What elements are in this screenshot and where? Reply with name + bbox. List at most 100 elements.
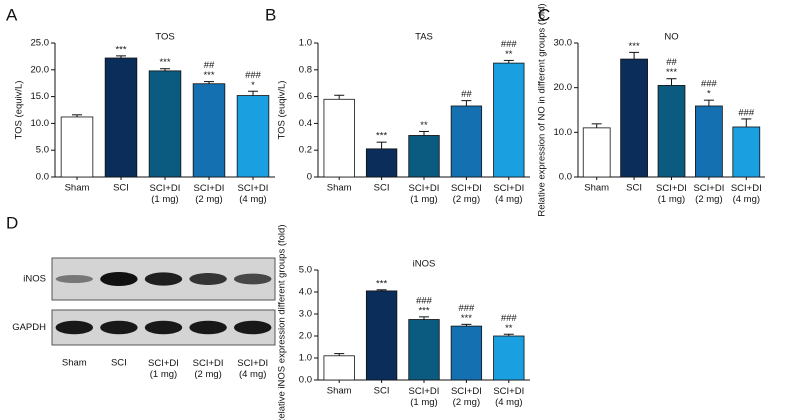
blot-band: [55, 275, 94, 283]
significance-label: **: [505, 49, 513, 60]
y-tick-label: 0.6: [299, 91, 312, 102]
y-tick-label: 3.0: [299, 309, 312, 320]
x-tick-label: SCI+DI (1 mg): [409, 183, 440, 205]
x-tick-label: SCI+DI (1 mg): [148, 358, 179, 380]
significance-label: ##: [461, 89, 472, 100]
x-tick-label: SCI+DI (2 mg): [451, 183, 482, 205]
y-tick-label: 25.0: [31, 38, 50, 49]
blot-row-label: GAPDH: [12, 322, 46, 333]
x-tick-label: SCI+DI (1 mg): [409, 386, 440, 408]
y-tick-label: 1.0: [299, 353, 312, 364]
y-tick-label: 10.0: [31, 118, 50, 129]
significance-label: ###: [458, 303, 475, 314]
x-tick-label: SCI+DI (4 mg): [493, 386, 524, 408]
bar: [236, 95, 270, 178]
significance-label: ***: [461, 313, 472, 324]
significance-label: ##: [204, 60, 215, 71]
x-tick-label: SCI+DI (4 mg): [238, 183, 269, 205]
bar: [657, 85, 686, 178]
bar: [450, 325, 483, 381]
y-tick-label: 5.0: [36, 145, 49, 156]
y-tick-label: 0: [307, 172, 312, 183]
x-tick-label: SCI+DI (1 mg): [656, 183, 687, 205]
significance-label: ##: [666, 57, 677, 68]
significance-label: ***: [203, 70, 214, 81]
bar: [365, 148, 398, 178]
blot-band: [189, 320, 227, 335]
significance-label: ###: [416, 295, 433, 306]
significance-label: ###: [501, 313, 518, 324]
x-tick-label: SCI: [626, 183, 642, 194]
bar: [695, 105, 723, 178]
y-tick-label: 0.0: [36, 172, 49, 183]
significance-label: ###: [501, 39, 518, 50]
bar: [60, 116, 94, 178]
x-tick-label: Sham: [62, 358, 87, 369]
significance-label: **: [420, 120, 428, 131]
y-tick-label: 1.0: [299, 38, 312, 49]
bar: [148, 70, 182, 178]
panel-letter: C: [538, 5, 550, 24]
bar: [365, 290, 398, 381]
bar: [192, 83, 226, 178]
y-tick-label: 20.0: [554, 82, 573, 93]
x-tick-label: SCI+DI (4 mg): [731, 183, 762, 205]
significance-label: ***: [629, 41, 640, 52]
bar: [493, 335, 525, 381]
significance-label: ###: [701, 79, 718, 90]
x-tick-label: SCI: [374, 183, 390, 194]
y-tick-label: 0.8: [299, 64, 312, 75]
significance-label: ***: [376, 278, 387, 289]
y-axis-label: Relative expression of NO in different g…: [537, 3, 548, 216]
blot-band: [233, 273, 272, 285]
significance-label: *: [251, 80, 255, 91]
chart-title: TOS: [155, 32, 174, 43]
blot-band: [233, 320, 272, 335]
blot-band: [144, 320, 183, 335]
y-tick-label: 20.0: [31, 64, 50, 75]
chart-title: NO: [664, 32, 678, 43]
blot-band: [144, 272, 183, 286]
bar: [582, 127, 611, 178]
bar: [323, 98, 355, 178]
significance-label: ***: [666, 67, 677, 78]
significance-label: ***: [159, 57, 170, 68]
blot-band: [189, 273, 227, 285]
significance-label: *: [707, 89, 711, 100]
panel-letter: A: [6, 5, 18, 24]
x-tick-label: SCI+DI (4 mg): [237, 358, 268, 380]
y-tick-label: 10.0: [554, 127, 573, 138]
x-tick-label: SCI+DI (4 mg): [493, 183, 524, 205]
bar: [408, 135, 440, 178]
x-tick-label: SCI+DI (1 mg): [150, 183, 181, 205]
y-tick-label: 0.2: [299, 145, 312, 156]
y-tick-label: 0.0: [559, 172, 572, 183]
x-tick-label: SCI: [374, 386, 390, 397]
panel-letter: D: [6, 213, 18, 232]
significance-label: ***: [418, 305, 429, 316]
x-tick-label: SCI: [113, 183, 129, 194]
x-tick-label: SCI+DI (2 mg): [194, 183, 225, 205]
y-axis-label: TOS (euqiv/L): [277, 81, 288, 140]
significance-label: ###: [245, 70, 262, 81]
blot-band: [100, 272, 138, 286]
y-tick-label: 0.0: [299, 375, 312, 386]
x-tick-label: Sham: [327, 183, 352, 194]
bar: [732, 126, 761, 178]
y-tick-label: 0.4: [299, 118, 312, 129]
x-tick-label: Sham: [327, 386, 352, 397]
chart-title: TAS: [415, 32, 433, 43]
panel-letter: B: [265, 5, 276, 24]
x-tick-label: SCI+DI (2 mg): [693, 183, 724, 205]
y-axis-label: Relative iNOS expression different group…: [277, 224, 288, 420]
blot-row-label: iNOS: [23, 274, 46, 285]
bar: [620, 58, 648, 178]
bar: [450, 105, 483, 178]
x-tick-label: Sham: [584, 183, 609, 194]
bar: [493, 62, 525, 178]
y-axis-label: TOS (equiv/L): [14, 81, 25, 140]
y-tick-label: 15.0: [31, 91, 50, 102]
y-tick-label: 30.0: [554, 38, 573, 49]
significance-label: **: [505, 323, 513, 334]
